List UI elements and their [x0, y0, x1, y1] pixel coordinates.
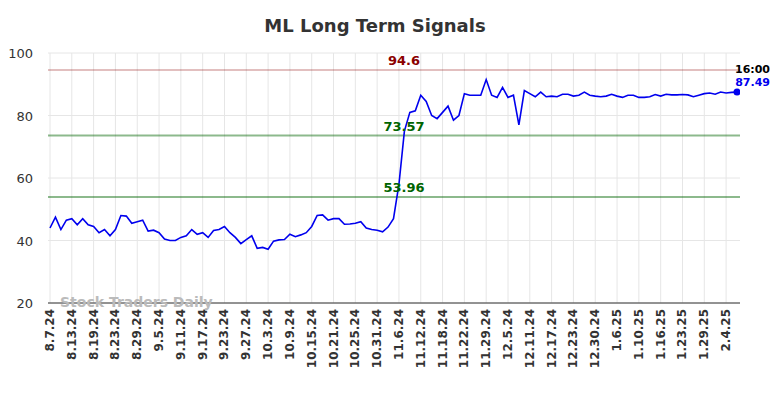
x-grid [508, 53, 509, 303]
last-time: 16:00 [735, 63, 770, 76]
x-tick-label: 1.10.25 [632, 309, 646, 360]
x-tick-label: 8.13.24 [65, 309, 79, 360]
x-grid [180, 53, 181, 303]
x-tick-label: 2.4.25 [719, 309, 733, 352]
x-tick-label: 11.6.24 [392, 309, 406, 360]
x-grid [682, 53, 683, 303]
y-tick-label: 40 [16, 234, 33, 249]
x-grid [464, 53, 465, 303]
x-grid [726, 53, 727, 303]
x-tick-label: 11.29.24 [479, 309, 493, 368]
x-tick-label: 10.25.24 [348, 309, 362, 368]
x-tick-label: 12.30.24 [588, 309, 602, 368]
x-tick-label: 8.29.24 [130, 309, 144, 360]
x-tick-label: 1.6.25 [610, 309, 624, 352]
x-tick-label: 12.17.24 [545, 309, 559, 368]
plot-area [48, 70, 740, 249]
signal-label: 73.57 [383, 119, 424, 134]
x-grid [202, 53, 203, 303]
last-value: 87.49 [735, 76, 770, 89]
x-tick-label: 9.23.24 [217, 309, 231, 360]
x-tick-label: 11.22.24 [457, 309, 471, 368]
x-grid [93, 53, 94, 303]
signal-label: 53.96 [383, 180, 424, 195]
last-point [734, 89, 741, 96]
y-tick-label: 20 [16, 296, 33, 311]
y-tick-label: 60 [16, 171, 33, 186]
x-grid [311, 53, 312, 303]
price-line [50, 80, 737, 250]
x-grid [137, 53, 138, 303]
x-grid [333, 53, 334, 303]
x-tick-label: 1.23.25 [675, 309, 689, 360]
x-tick-label: 1.29.25 [697, 309, 711, 360]
x-tick-label: 9.11.24 [174, 309, 188, 360]
x-grid [355, 53, 356, 303]
x-tick-label: 11.12.24 [414, 309, 428, 368]
signal-line [48, 135, 740, 137]
x-grid [377, 53, 378, 303]
y-grid [48, 240, 740, 241]
x-tick-label: 1.16.25 [654, 309, 668, 360]
x-grid [420, 53, 421, 303]
x-grid [268, 53, 269, 303]
x-tick-label: 10.9.24 [283, 309, 297, 360]
watermark: Stock Traders Daily [60, 294, 213, 310]
x-tick-label: 12.11.24 [523, 309, 537, 368]
x-grid [442, 53, 443, 303]
x-grid [595, 53, 596, 303]
x-grid [71, 53, 72, 303]
x-grid [529, 53, 530, 303]
x-grid [159, 53, 160, 303]
x-grid [289, 53, 290, 303]
x-grid [617, 53, 618, 303]
y-grid [48, 178, 740, 179]
x-grid [486, 53, 487, 303]
y-grid [48, 115, 740, 116]
x-grid [115, 53, 116, 303]
x-grid [551, 53, 552, 303]
x-tick-label: 8.7.24 [43, 309, 57, 352]
x-grid [224, 53, 225, 303]
signal-line [48, 69, 740, 71]
x-tick-label: 10.31.24 [370, 309, 384, 368]
x-grid [50, 53, 51, 303]
x-grid [573, 53, 574, 303]
signal-label: 94.6 [388, 53, 420, 68]
x-tick-label: 12.5.24 [501, 309, 515, 360]
title: ML Long Term Signals [264, 15, 485, 36]
x-tick-label: 10.21.24 [327, 309, 341, 368]
signal-line [48, 196, 740, 198]
chart: ML Long Term Signals 20 40 60 80 100 8.7.24 8.1… [0, 0, 784, 398]
x-tick-label: 8.23.24 [108, 309, 122, 360]
x-grid [638, 53, 639, 303]
x-tick-label: 11.18.24 [436, 309, 450, 368]
x-tick-label: 10.3.24 [261, 309, 275, 360]
y-tick-label: 80 [16, 109, 33, 124]
x-grid [704, 53, 705, 303]
x-tick-label: 10.15.24 [305, 309, 319, 368]
x-tick-label: 9.17.24 [196, 309, 210, 360]
x-tick-label: 8.19.24 [87, 309, 101, 360]
x-grid [246, 53, 247, 303]
x-tick-label: 9.5.24 [152, 309, 166, 352]
y-tick-label: 100 [8, 46, 33, 61]
x-grid [660, 53, 661, 303]
x-tick-label: 9.27.24 [239, 309, 253, 360]
x-tick-label: 12.23.24 [566, 309, 580, 368]
